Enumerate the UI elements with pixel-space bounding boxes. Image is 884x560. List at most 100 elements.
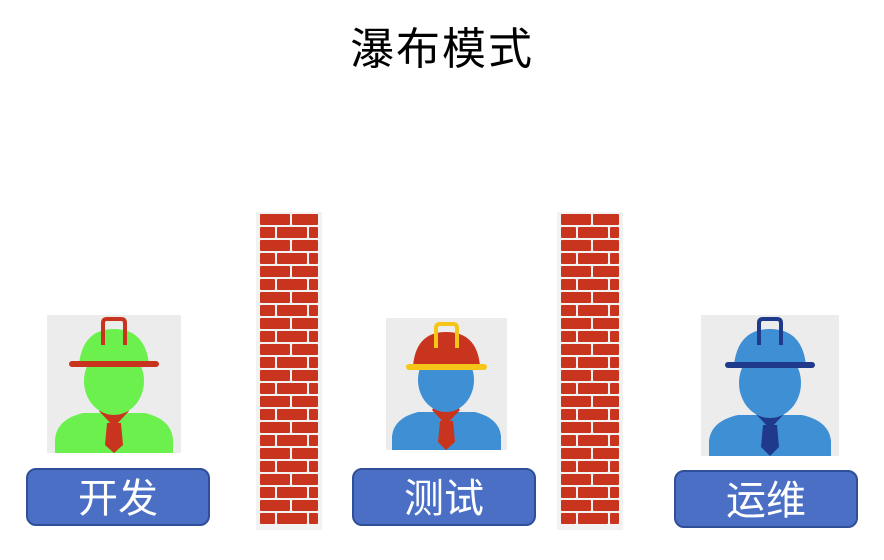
developer-worker-icon [47, 315, 181, 453]
brick [260, 461, 275, 472]
brick [561, 253, 576, 264]
brick [292, 474, 318, 485]
brick [561, 279, 576, 290]
brick [260, 513, 275, 524]
brick [561, 318, 591, 329]
brick [593, 318, 619, 329]
stage-label-test[interactable]: 测试 [352, 468, 536, 526]
brick [309, 253, 318, 264]
brick [593, 500, 619, 511]
brick [610, 383, 619, 394]
brick [309, 357, 318, 368]
brick [561, 292, 591, 303]
brick [561, 435, 576, 446]
brick [309, 305, 318, 316]
brick [260, 266, 290, 277]
brick [561, 513, 576, 524]
brick [277, 357, 307, 368]
brick [277, 253, 307, 264]
brick [610, 279, 619, 290]
brick [610, 253, 619, 264]
brick [561, 227, 576, 238]
stage-label-dev[interactable]: 开发 [26, 468, 210, 526]
brick [309, 279, 318, 290]
brick [277, 461, 307, 472]
brick [578, 383, 608, 394]
brick [260, 396, 290, 407]
brick [292, 396, 318, 407]
brick [260, 214, 290, 225]
brick [292, 292, 318, 303]
brick [260, 370, 290, 381]
brick [578, 487, 608, 498]
brick [260, 383, 275, 394]
brick [292, 344, 318, 355]
brick [561, 344, 591, 355]
brick [309, 331, 318, 342]
brick [610, 513, 619, 524]
brick [277, 227, 307, 238]
brick [309, 435, 318, 446]
brick [610, 357, 619, 368]
brick [309, 461, 318, 472]
brick [260, 500, 290, 511]
brick [593, 214, 619, 225]
brick [561, 331, 576, 342]
brick [561, 474, 591, 485]
brick [309, 409, 318, 420]
brick [260, 448, 290, 459]
brick [292, 370, 318, 381]
brick [610, 227, 619, 238]
brick [610, 461, 619, 472]
brick [578, 305, 608, 316]
brick [277, 435, 307, 446]
page-title: 瀑布模式 [0, 18, 884, 82]
brick [593, 474, 619, 485]
brick [610, 331, 619, 342]
brick [260, 227, 275, 238]
brick [260, 279, 275, 290]
brick [578, 331, 608, 342]
brick [561, 357, 576, 368]
brick [578, 279, 608, 290]
brick [292, 214, 318, 225]
brick [277, 409, 307, 420]
brick-wall-icon [557, 212, 623, 530]
brick [292, 448, 318, 459]
brick [260, 474, 290, 485]
brick [593, 448, 619, 459]
brick [610, 305, 619, 316]
brick [260, 357, 275, 368]
brick [561, 461, 576, 472]
brick [578, 227, 608, 238]
brick [260, 344, 290, 355]
brick [610, 435, 619, 446]
brick [260, 435, 275, 446]
brick [578, 409, 608, 420]
brick [593, 240, 619, 251]
brick [292, 240, 318, 251]
brick [260, 253, 275, 264]
brick [292, 422, 318, 433]
brick [593, 266, 619, 277]
brick [309, 383, 318, 394]
brick-wall-icon [256, 212, 322, 530]
stage-label-ops[interactable]: 运维 [674, 470, 858, 528]
brick [593, 344, 619, 355]
tester-worker-icon [386, 318, 507, 450]
brick [260, 240, 290, 251]
brick [578, 435, 608, 446]
brick [578, 461, 608, 472]
brick [561, 448, 591, 459]
brick [260, 292, 290, 303]
brick [277, 331, 307, 342]
brick [561, 383, 576, 394]
brick [561, 422, 591, 433]
brick [561, 370, 591, 381]
brick [561, 409, 576, 420]
brick [309, 227, 318, 238]
brick [292, 266, 318, 277]
brick [277, 305, 307, 316]
brick [309, 513, 318, 524]
brick [610, 409, 619, 420]
